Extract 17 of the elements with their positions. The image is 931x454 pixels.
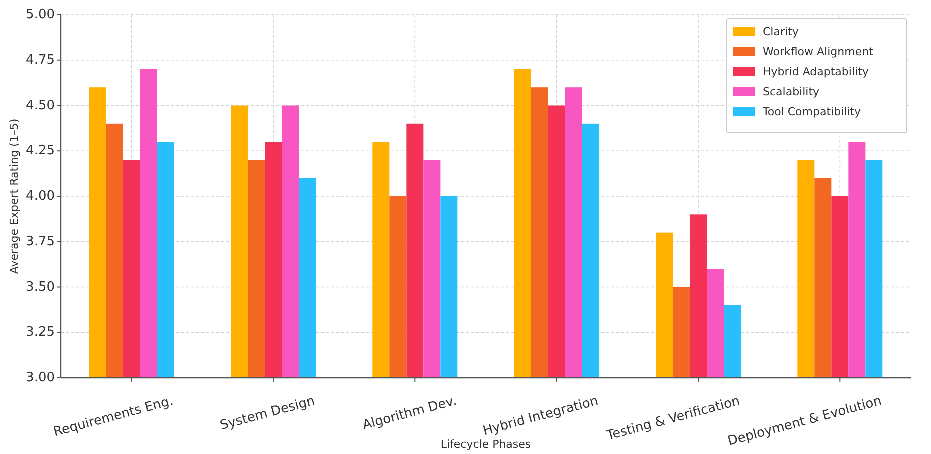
y-tick-label: 4.75 xyxy=(26,52,55,68)
legend-label: Workflow Alignment xyxy=(763,46,874,58)
legend-label: Tool Compatibility xyxy=(762,106,862,118)
y-tick-label: 3.50 xyxy=(26,280,55,295)
legend-label: Clarity xyxy=(763,26,800,38)
y-axis-title: Average Expert Rating (1–5) xyxy=(8,118,21,274)
y-tick-label: 3.00 xyxy=(26,370,55,386)
legend-label: Scalability xyxy=(763,86,820,98)
y-tick-label: 4.00 xyxy=(26,189,55,204)
y-tick-label: 3.25 xyxy=(26,325,55,340)
y-tick-label: 4.50 xyxy=(26,98,55,114)
x-axis-title: Lifecycle Phases xyxy=(440,438,532,451)
y-tick-label: 4.25 xyxy=(26,144,55,159)
x-tick-label: System Design xyxy=(218,394,317,434)
y-tick-label: 5.00 xyxy=(26,8,55,22)
legend-label: Hybrid Adaptability xyxy=(763,66,870,78)
y-tick-label: 3.75 xyxy=(26,234,55,250)
